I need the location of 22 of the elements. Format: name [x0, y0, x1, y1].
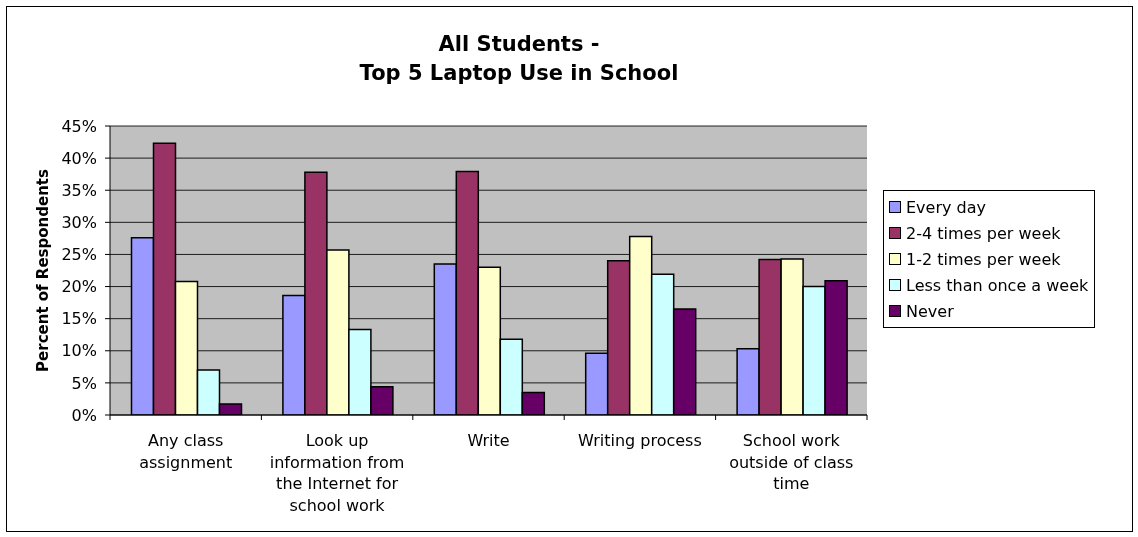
- y-tick-label: 15%: [61, 309, 97, 329]
- legend-label: 1-2 times per week: [906, 249, 1061, 269]
- y-tick-label: 35%: [61, 180, 97, 200]
- y-axis-title: Percent of Respondents: [34, 169, 52, 372]
- y-tick-label: 10%: [61, 341, 97, 361]
- x-tick-label: Writing process: [578, 431, 702, 450]
- chart-title: All Students - Top 5 Laptop Use in School: [358, 31, 680, 87]
- y-tick-label: 40%: [61, 148, 97, 168]
- y-tick-label: 30%: [61, 213, 97, 233]
- legend-label: Less than once a week: [906, 275, 1089, 295]
- y-tick-label: 45%: [61, 116, 97, 136]
- x-tick-label: Any class assignment: [139, 431, 233, 472]
- legend-label: Never: [906, 301, 954, 321]
- y-tick-label: 5%: [71, 373, 97, 393]
- y-tick-label: 20%: [61, 277, 97, 297]
- x-tick-label: School work outside of class time: [729, 431, 854, 494]
- x-tick-label: Look up information from the Internet for school work: [269, 431, 405, 516]
- x-tick-label: Write: [467, 431, 510, 450]
- legend-label: Every day: [906, 197, 986, 217]
- legend-label: 2-4 times per week: [906, 223, 1061, 243]
- y-tick-label: 0%: [71, 405, 97, 425]
- y-tick-label: 25%: [61, 245, 97, 265]
